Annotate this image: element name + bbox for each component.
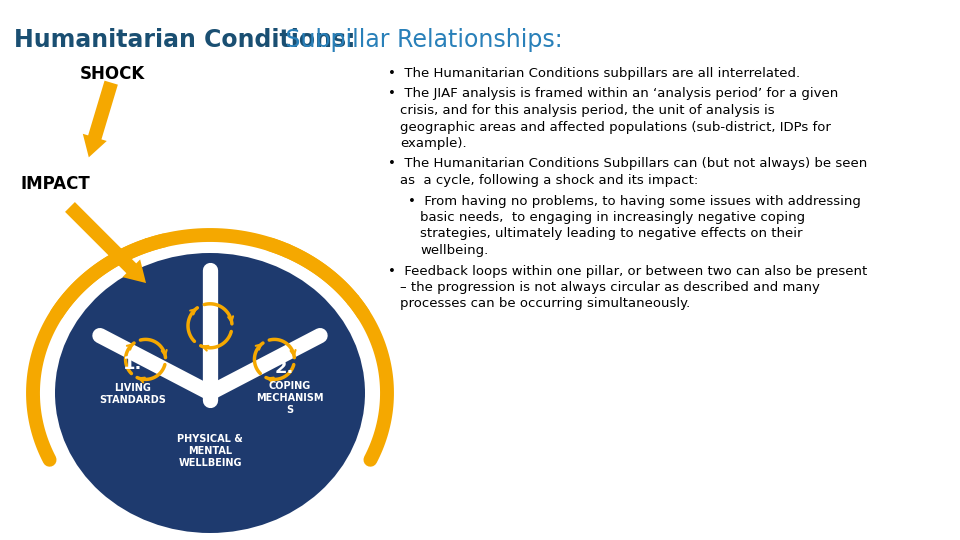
Text: •  The JIAF analysis is framed within an ‘analysis period’ for a given: • The JIAF analysis is framed within an … — [388, 87, 838, 100]
Text: 2.: 2. — [275, 359, 294, 377]
Text: as  a cycle, following a shock and its impact:: as a cycle, following a shock and its im… — [400, 174, 698, 187]
Text: geographic areas and affected populations (sub-district, IDPs for: geographic areas and affected population… — [400, 120, 830, 133]
Text: •  The Humanitarian Conditions subpillars are all interrelated.: • The Humanitarian Conditions subpillars… — [388, 67, 800, 80]
Text: PHYSICAL &
MENTAL
WELLBEING: PHYSICAL & MENTAL WELLBEING — [178, 434, 243, 468]
Text: 1.: 1. — [123, 355, 142, 373]
Text: SHOCK: SHOCK — [80, 65, 145, 83]
Text: – the progression is not always circular as described and many: – the progression is not always circular… — [400, 281, 820, 294]
Text: •  From having no problems, to having some issues with addressing: • From having no problems, to having som… — [408, 194, 861, 207]
Text: crisis, and for this analysis period, the unit of analysis is: crisis, and for this analysis period, th… — [400, 104, 775, 117]
Text: processes can be occurring simultaneously.: processes can be occurring simultaneousl… — [400, 298, 690, 310]
Text: Subpillar Relationships:: Subpillar Relationships: — [278, 28, 563, 52]
Text: LIVING
STANDARDS: LIVING STANDARDS — [99, 383, 166, 405]
Text: •  The Humanitarian Conditions Subpillars can (but not always) be seen: • The Humanitarian Conditions Subpillars… — [388, 158, 867, 171]
Text: IMPACT: IMPACT — [20, 175, 89, 193]
Text: example).: example). — [400, 137, 467, 150]
Text: basic needs,  to engaging in increasingly negative coping: basic needs, to engaging in increasingly… — [420, 211, 805, 224]
Ellipse shape — [55, 253, 365, 533]
Text: COPING
MECHANISM
S: COPING MECHANISM S — [255, 381, 324, 415]
Text: Humanitarian Conditions:: Humanitarian Conditions: — [14, 28, 355, 52]
Text: strategies, ultimately leading to negative effects on their: strategies, ultimately leading to negati… — [420, 227, 803, 240]
Text: wellbeing.: wellbeing. — [420, 244, 489, 257]
Text: •  Feedback loops within one pillar, or between two can also be present: • Feedback loops within one pillar, or b… — [388, 265, 867, 278]
